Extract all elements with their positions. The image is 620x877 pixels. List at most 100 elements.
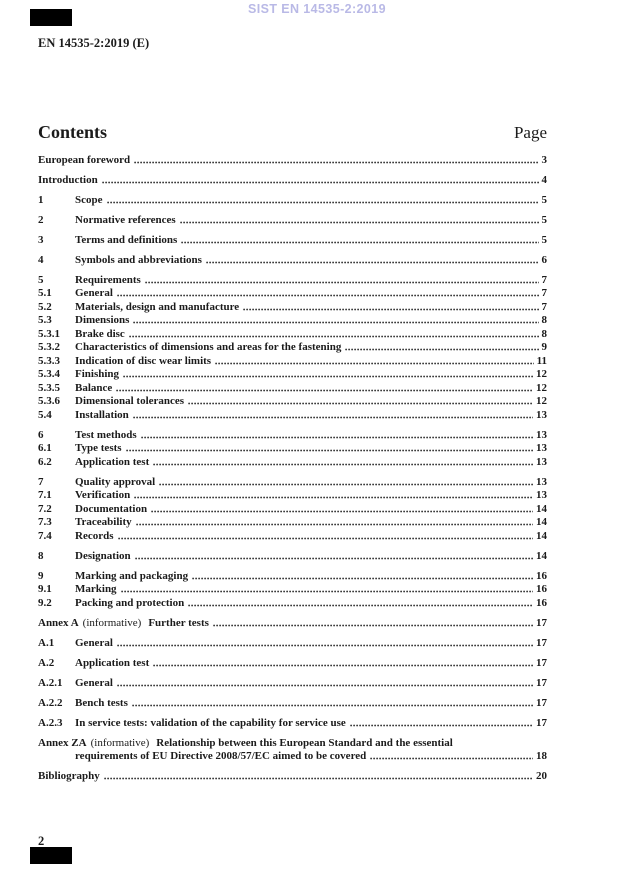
toc-entry-title: Scope bbox=[75, 193, 103, 206]
toc-entry-number: 6 bbox=[38, 428, 44, 441]
toc-annex-prefix: Annex A bbox=[38, 616, 79, 629]
toc-entry-page-number: 12 bbox=[536, 368, 547, 380]
toc-entry-number: A.1 bbox=[38, 636, 55, 649]
toc-entry-page-number: 5 bbox=[541, 233, 548, 246]
toc-entry-title: Packing and protection bbox=[75, 596, 185, 609]
contents-title: Contents bbox=[38, 122, 108, 142]
toc-entry-page-number: 14 bbox=[536, 549, 547, 562]
toc-entry-title: European foreword bbox=[38, 153, 131, 166]
toc-entry-page-number: 13 bbox=[536, 428, 547, 441]
toc-entry-title: Brake disc bbox=[75, 327, 125, 340]
toc-entry-number: 5.3.2 bbox=[38, 341, 60, 353]
toc-entry-label: Terms and definitions bbox=[75, 234, 177, 246]
dot-leader bbox=[134, 496, 533, 499]
toc-entry-title: General bbox=[75, 287, 113, 299]
toc-entry-page-number: 5 bbox=[541, 193, 548, 206]
toc-entry-label: Dimensional tolerances bbox=[75, 395, 184, 407]
toc-entry-label: Scope bbox=[75, 194, 103, 206]
dot-leader bbox=[116, 643, 533, 647]
toc-entry: 5.2 Materials, design and manufacture 7 bbox=[38, 299, 547, 313]
toc-entry-page-number: 8 bbox=[541, 314, 548, 326]
toc-entry-number: 5.3.5 bbox=[38, 381, 60, 394]
toc-entry: 6.2 Application test 13 bbox=[38, 454, 547, 468]
toc-entry-label: Installation bbox=[75, 409, 129, 421]
toc-entry: A.2.2 Bench tests 17 bbox=[38, 695, 547, 709]
scan-mark-top-left bbox=[30, 9, 72, 26]
toc-entry-number: 9 bbox=[38, 569, 44, 582]
toc-entry-title: Type tests bbox=[75, 442, 122, 454]
toc-entry-title: Installation bbox=[75, 408, 129, 421]
toc-entry: 5.3.1 Brake disc 8 bbox=[38, 326, 547, 340]
toc-entry-page-number: 17 bbox=[536, 636, 547, 649]
toc-entry-title: Designation bbox=[75, 549, 131, 562]
footer-page-number: 2 bbox=[38, 834, 45, 848]
toc-entry: 3 Terms and definitions 5 bbox=[38, 232, 547, 246]
toc-entry: 7.4 Records 14 bbox=[38, 528, 547, 542]
toc-entry-page-number: 14 bbox=[536, 502, 547, 515]
toc-entry-title: Terms and definitions bbox=[75, 233, 178, 246]
toc-entry-number: 2 bbox=[38, 213, 44, 226]
toc-entry-number: 7.1 bbox=[38, 489, 52, 501]
toc-entry-title: Application test bbox=[75, 656, 150, 669]
toc-entry-title: General bbox=[75, 636, 113, 649]
dot-leader bbox=[132, 415, 533, 419]
toc-entry-page-number: 17 bbox=[536, 676, 547, 689]
dot-leader bbox=[128, 334, 539, 338]
dot-leader bbox=[243, 307, 539, 311]
toc-entry-page-number: 4 bbox=[541, 173, 548, 186]
toc-entry-page-number: 5 bbox=[541, 213, 548, 226]
toc-entry-title: Requirements bbox=[75, 273, 141, 286]
toc-entry: 5.4 Installation 13 bbox=[38, 407, 547, 421]
toc-entry: Introduction 4 bbox=[38, 172, 547, 186]
toc-entry-label: Bench tests bbox=[75, 697, 128, 709]
toc-entry-page-number: 13 bbox=[536, 489, 547, 501]
toc-entry-title: Bench tests bbox=[75, 696, 128, 709]
dot-leader bbox=[179, 220, 539, 224]
toc-entry-label: Traceability bbox=[75, 516, 132, 528]
toc-entry-title: Finishing bbox=[75, 368, 120, 380]
toc-entry-label: European foreword bbox=[38, 154, 130, 166]
toc-entry-title: Relationship between this European Stand… bbox=[156, 736, 453, 749]
toc-entry: A.2 Application test 17 bbox=[38, 655, 547, 669]
toc-entry-label: Brake disc bbox=[75, 328, 125, 340]
toc-entry: 9.2 Packing and protection 16 bbox=[38, 595, 547, 609]
toc-entry: 7 Quality approval 13 bbox=[38, 474, 547, 488]
toc-entry-title: Materials, design and manufacture bbox=[75, 300, 240, 313]
dot-leader bbox=[349, 723, 533, 727]
toc-entry: 5 Requirements 7 bbox=[38, 272, 547, 286]
toc-entry-page-number: 18 bbox=[536, 750, 547, 762]
toc-entry: 9.1 Marking 16 bbox=[38, 582, 547, 595]
toc-entry-number: 7.3 bbox=[38, 516, 52, 528]
toc-entry-number: A.2.3 bbox=[38, 716, 63, 729]
toc-entry-number: 5.1 bbox=[38, 287, 52, 299]
dot-leader bbox=[153, 462, 533, 466]
toc-entry-title: Verification bbox=[75, 489, 131, 501]
dot-leader bbox=[133, 321, 539, 324]
dot-leader bbox=[116, 683, 533, 687]
toc-entry-number: 6.1 bbox=[38, 442, 52, 454]
toc-entry-label: Introduction bbox=[38, 174, 98, 186]
toc-entry-page-number: 13 bbox=[536, 408, 547, 421]
toc-entry-number: 5.3.3 bbox=[38, 354, 60, 367]
toc-entry: A.2.3 In service tests: validation of the… bbox=[38, 715, 547, 729]
toc-entry-number: 5.2 bbox=[38, 300, 52, 313]
toc-entry-title: Quality approval bbox=[75, 475, 156, 488]
toc-entry-number: 7.2 bbox=[38, 502, 52, 515]
toc-entry-label: Indication of disc wear limits bbox=[75, 355, 211, 367]
toc-entry-page-number: 14 bbox=[536, 529, 547, 542]
toc-entry: 5.3.5 Balance 12 bbox=[38, 380, 547, 394]
dot-leader bbox=[135, 523, 533, 526]
toc-entry-page-number: 6 bbox=[541, 253, 548, 266]
document-reference: EN 14535-2:2019 (E) bbox=[38, 36, 150, 50]
toc-entry-label: Annex ZA (informative) Relationship betwee… bbox=[38, 737, 453, 749]
toc-entry-label: Dimensions bbox=[75, 314, 129, 326]
toc-entry-number: 1 bbox=[38, 193, 44, 206]
toc-entry-number: 5.3.6 bbox=[38, 395, 60, 407]
dot-leader bbox=[120, 590, 533, 593]
toc-entry: 6.1 Type tests 13 bbox=[38, 441, 547, 454]
page-column-label: Page bbox=[513, 123, 547, 142]
toc-entry-number: 5 bbox=[38, 273, 44, 286]
toc-entry-label: Designation bbox=[75, 550, 131, 562]
toc-entry-page-number: 12 bbox=[536, 395, 547, 407]
dot-leader bbox=[144, 280, 539, 284]
